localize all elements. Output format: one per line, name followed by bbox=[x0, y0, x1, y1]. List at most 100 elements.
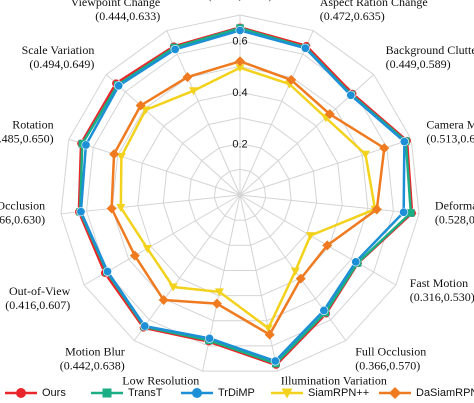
data-point bbox=[158, 295, 169, 306]
legend-marker bbox=[192, 388, 202, 398]
grid-ring bbox=[111, 65, 369, 322]
legend-marker bbox=[281, 388, 293, 399]
radar-chart: 0.2 0.4 0.6 Overall(0.495,0.652) Aspect Rat… bbox=[0, 0, 474, 385]
data-point bbox=[140, 321, 150, 331]
data-point bbox=[360, 150, 370, 159]
legend-item: DaSiamRPN bbox=[378, 385, 474, 401]
category-range: (0.528,0.673) bbox=[435, 212, 474, 226]
data-point bbox=[114, 81, 124, 91]
grid-spoke bbox=[105, 74, 241, 196]
data-point bbox=[76, 207, 86, 217]
data-point bbox=[109, 149, 120, 160]
data-point bbox=[142, 244, 152, 253]
data-point bbox=[351, 257, 361, 267]
data-point bbox=[319, 305, 329, 315]
grid-spoke bbox=[68, 138, 241, 196]
legend-item: Ours bbox=[4, 385, 66, 401]
category-range: (0.472,0.635) bbox=[320, 9, 385, 23]
category-label: Background Clutter (0.449,0.589) bbox=[386, 43, 474, 71]
data-point bbox=[407, 209, 415, 217]
grid-spoke bbox=[239, 194, 420, 215]
category-label: Motion Blur (0.442,0.638) bbox=[60, 345, 125, 373]
data-point bbox=[305, 232, 315, 241]
data-point bbox=[81, 140, 91, 150]
series-line bbox=[79, 29, 406, 363]
series-ours bbox=[74, 22, 417, 370]
legend: Ours TransT TrDiMP SiamRPN++ DaSiamRPN bbox=[4, 385, 474, 401]
category-range: (0.494,0.649) bbox=[29, 57, 94, 71]
series-siamrpn- bbox=[116, 64, 380, 333]
grid-spoke bbox=[133, 194, 241, 341]
data-point bbox=[205, 333, 215, 343]
category-label: Camera Motion(0.513,0.683) bbox=[426, 117, 474, 145]
category-name: Background Clutter bbox=[386, 43, 474, 57]
data-point bbox=[324, 109, 335, 120]
legend-label: TransT bbox=[128, 387, 163, 399]
grid-spoke bbox=[166, 30, 241, 196]
category-range: (0.366,0.570) bbox=[355, 359, 420, 373]
series-line bbox=[119, 66, 377, 330]
category-label: Viewpoint Change (0.444,0.633) bbox=[71, 0, 161, 23]
grid-spoke bbox=[60, 194, 241, 215]
data-point bbox=[116, 204, 126, 213]
category-label: Deformation(0.528,0.673) bbox=[435, 198, 474, 226]
category-name: Motion Blur bbox=[65, 345, 125, 359]
category-range: (0.449,0.589) bbox=[386, 57, 451, 71]
grid-ring bbox=[137, 91, 343, 297]
category-label: Out-of-View (0.416,0.607) bbox=[5, 284, 70, 312]
data-point bbox=[214, 288, 224, 297]
category-label: Illumination Variation(0.530,0.676) bbox=[281, 374, 387, 385]
radial-tick-label: 0.2 bbox=[232, 139, 247, 151]
grid-ring bbox=[213, 168, 267, 221]
legend-item: TransT bbox=[90, 385, 162, 401]
radial-tick-label: 0.6 bbox=[232, 36, 247, 48]
data-point bbox=[371, 204, 382, 215]
category-name: Rotation bbox=[12, 117, 53, 131]
legend-label: Ours bbox=[42, 387, 66, 399]
data-point bbox=[211, 298, 222, 309]
series-trdimp bbox=[76, 25, 409, 366]
legend-marker bbox=[389, 387, 401, 399]
series-dasiamrpn bbox=[106, 56, 390, 340]
radial-tick-label: 0.4 bbox=[232, 87, 247, 99]
grid-spoke bbox=[239, 30, 314, 196]
series-line bbox=[110, 60, 386, 336]
data-point bbox=[379, 143, 390, 154]
legend-swatch bbox=[379, 387, 411, 399]
category-range: (0.416,0.607) bbox=[5, 298, 70, 312]
data-point bbox=[102, 266, 112, 276]
category-name: Scale Variation bbox=[22, 43, 95, 57]
data-point bbox=[235, 56, 245, 67]
data-point bbox=[116, 152, 126, 161]
grid-ring bbox=[60, 14, 420, 372]
legend-item: TrDiMP bbox=[180, 385, 255, 401]
legend-swatch bbox=[181, 388, 213, 398]
radar-series bbox=[74, 22, 417, 370]
category-label: Fast Motion (0.316,0.530) bbox=[410, 276, 474, 304]
category-label: Aspect Ration Change (0.472,0.635) bbox=[320, 0, 428, 23]
category-name: Deformation bbox=[435, 198, 474, 212]
data-point bbox=[182, 72, 193, 83]
data-point bbox=[263, 324, 273, 333]
category-name: Aspect Ration Change bbox=[320, 0, 428, 9]
data-point bbox=[235, 25, 245, 35]
grid-ring bbox=[162, 117, 318, 271]
legend-marker bbox=[102, 388, 112, 398]
category-range: (0.495,0.652) bbox=[208, 0, 273, 2]
legend-marker bbox=[16, 388, 26, 398]
category-range: (0.444,0.633) bbox=[95, 9, 160, 23]
legend-swatch bbox=[5, 388, 37, 398]
category-label: Partial Occlusion(0.466,0.630) bbox=[0, 198, 45, 226]
category-name: Fast Motion bbox=[410, 276, 468, 290]
legend-label: DaSiamRPN bbox=[416, 387, 474, 399]
category-label: Low Resolution(0.385,0.583) bbox=[122, 374, 199, 385]
grid-ring bbox=[188, 143, 292, 246]
grid-spoke bbox=[239, 194, 278, 372]
data-point bbox=[286, 74, 297, 85]
category-label: Full Occlusion (0.366,0.570) bbox=[355, 345, 426, 373]
category-name: Full Occlusion bbox=[355, 345, 426, 359]
category-name: Camera Motion bbox=[426, 117, 474, 131]
data-point bbox=[399, 207, 409, 217]
category-name: Viewpoint Change bbox=[71, 0, 161, 9]
category-label: Scale Variation (0.494,0.649) bbox=[22, 43, 95, 71]
